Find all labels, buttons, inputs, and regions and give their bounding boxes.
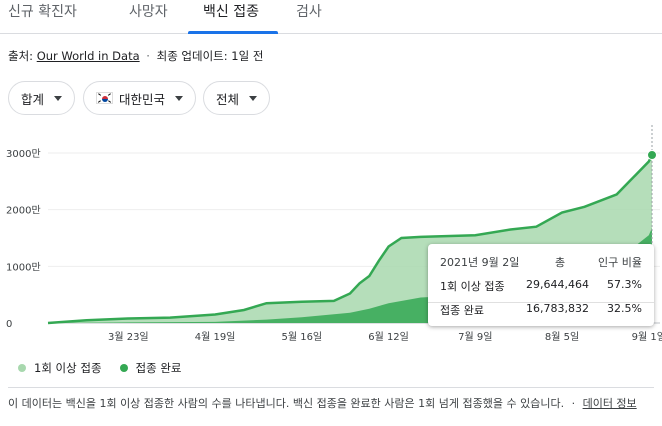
tooltip-col-total: 총 xyxy=(555,256,566,269)
legend-label-fully-vaccinated: 접종 완료 xyxy=(135,361,182,375)
hover-point xyxy=(647,150,657,161)
x-tick-label: 6월 12일 xyxy=(368,331,409,343)
x-tick-label: 7월 9일 xyxy=(458,331,492,343)
tooltip-row1-label: 1회 이상 접종 xyxy=(440,280,505,293)
tab-vaccinations[interactable]: 백신 접종 xyxy=(203,4,259,20)
y-tick-label: 1000만 xyxy=(6,261,41,273)
total-dropdown[interactable]: 합계 xyxy=(8,81,76,115)
chart-legend: 1회 이상 접종 접종 완료 xyxy=(18,360,200,376)
last-updated: 최종 업데이트: 1일 전 xyxy=(156,49,264,63)
footer-divider xyxy=(8,387,654,388)
source-link[interactable]: Our World in Data xyxy=(36,49,140,63)
tooltip-row2-label: 접종 완료 xyxy=(440,304,484,317)
tooltip-date: 2021년 9월 2일 xyxy=(440,256,520,269)
tooltip-row1-ratio: 57.3% xyxy=(607,278,642,291)
tooltip-row2-total: 16,783,832 xyxy=(526,302,589,315)
series-line-first-dose xyxy=(47,154,654,325)
x-tick-label: 9월 1일 xyxy=(632,331,662,343)
footnote-separator: · xyxy=(571,397,576,410)
country-dropdown[interactable]: 대한민국 xyxy=(83,81,197,115)
source-line: 출처: Our World in Data · 최종 업데이트: 1일 전 xyxy=(8,48,263,64)
source-prefix: 출처: xyxy=(8,49,34,63)
tab-bar: 신규 확진자 사망자 백신 접종 검사 xyxy=(0,0,662,34)
legend-item-fully-vaccinated: 접종 완료 xyxy=(119,360,182,376)
tooltip-col-ratio: 인구 비율 xyxy=(598,256,642,269)
y-tick-label: 3000만 xyxy=(6,148,41,160)
scope-dropdown-label: 전체 xyxy=(216,91,240,107)
footnote-text: 이 데이터는 백신을 1회 이상 접종한 사람의 수를 나타냅니다. 백신 접종… xyxy=(8,397,565,410)
data-footnote: 이 데이터는 백신을 1회 이상 접종한 사람의 수를 나타냅니다. 백신 접종… xyxy=(8,397,654,411)
legend-swatch-fully-vaccinated xyxy=(119,364,128,372)
korea-flag-icon xyxy=(96,92,113,104)
chevron-down-icon xyxy=(249,95,258,101)
tab-new-cases[interactable]: 신규 확진자 xyxy=(8,4,77,20)
x-tick-label: 8월 5일 xyxy=(545,331,579,343)
source-separator: · xyxy=(146,49,150,63)
legend-label-first-dose: 1회 이상 접종 xyxy=(34,361,102,375)
tooltip-divider xyxy=(428,302,654,303)
chart-tooltip: 2021년 9월 2일 총 인구 비율 1회 이상 접종 29,644,464 … xyxy=(428,244,654,326)
chevron-down-icon xyxy=(54,95,63,101)
x-tick-label: 5월 16일 xyxy=(281,331,322,343)
tab-deaths[interactable]: 사망자 xyxy=(129,4,168,20)
data-info-link[interactable]: 데이터 정보 xyxy=(582,397,637,410)
y-tick-label: 2000만 xyxy=(6,205,41,217)
tab-tests[interactable]: 검사 xyxy=(296,4,322,20)
legend-swatch-first-dose xyxy=(18,364,26,372)
tooltip-row1-total: 29,644,464 xyxy=(526,278,589,291)
chevron-down-icon xyxy=(175,95,184,101)
scope-dropdown[interactable]: 전체 xyxy=(203,81,271,115)
x-tick-label: 3월 23일 xyxy=(108,331,149,343)
active-tab-indicator xyxy=(188,31,278,34)
x-tick-label: 4월 19일 xyxy=(195,331,236,343)
country-dropdown-label: 대한민국 xyxy=(119,91,166,107)
tooltip-row2-ratio: 32.5% xyxy=(607,302,642,315)
total-dropdown-label: 합계 xyxy=(21,91,45,107)
legend-item-first-dose: 1회 이상 접종 xyxy=(18,360,102,376)
y-tick-label: 0 xyxy=(6,319,12,330)
